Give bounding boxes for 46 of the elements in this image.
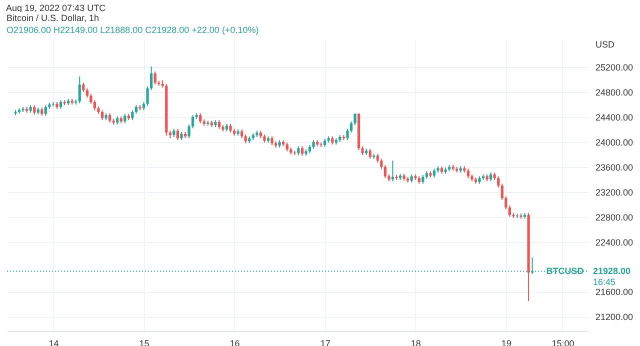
candlestick — [497, 176, 500, 188]
y-tick-label: 23200.00 — [596, 187, 634, 198]
candlestick — [82, 82, 85, 93]
y-tick-label: 23600.00 — [596, 162, 634, 172]
candlestick — [108, 112, 112, 124]
candlestick — [368, 148, 372, 160]
candlestick — [90, 93, 92, 104]
y-axis-title: USD — [596, 40, 615, 50]
candlestick — [508, 205, 511, 218]
candlestick — [188, 124, 190, 139]
candlestick — [93, 100, 96, 111]
candlestick — [78, 76, 81, 104]
ref-line-label: BTCUSD — [546, 266, 584, 276]
candlestick — [86, 88, 88, 98]
candlestick — [380, 158, 383, 170]
text: 16:45 — [593, 277, 616, 288]
candlestick — [44, 104, 47, 116]
candlestick — [320, 142, 322, 148]
candlestick — [504, 196, 508, 210]
candlestick — [154, 70, 156, 86]
y-tick-label: 25200.00 — [596, 62, 634, 73]
candlestick — [33, 104, 36, 115]
candlestick — [124, 113, 126, 124]
candlestick — [199, 112, 202, 124]
y-tick-label: 24000.00 — [596, 137, 634, 148]
chart-subtitle: O21906.00 H22149.00 L21888.00 C21928.00 +22.00 (+0.10%) — [6, 25, 259, 35]
y-tick-label: 21600.00 — [596, 287, 634, 298]
y-tick-label: 21200.00 — [596, 312, 634, 322]
candlestick — [300, 146, 304, 156]
candlestick — [131, 110, 134, 121]
candlestick — [354, 112, 356, 126]
y-tick-label: 22800.00 — [596, 212, 634, 222]
candlestick — [500, 183, 504, 200]
chart-title: Bitcoin / U.S. Dollar, 1h — [6, 13, 100, 23]
candlestick — [391, 160, 394, 182]
candlestick — [466, 168, 470, 179]
candlestick — [146, 86, 149, 106]
y-tick-label: 24800.00 — [596, 88, 634, 98]
candlestick — [100, 110, 104, 121]
candlestick — [176, 128, 179, 141]
y-tick-label: 22400.00 — [596, 237, 634, 248]
text: 21928.00 — [593, 266, 631, 276]
y-tick-label: 24400.00 — [596, 112, 634, 122]
candlestick — [191, 114, 194, 129]
candlestick — [384, 164, 386, 179]
candlestick — [150, 66, 153, 91]
